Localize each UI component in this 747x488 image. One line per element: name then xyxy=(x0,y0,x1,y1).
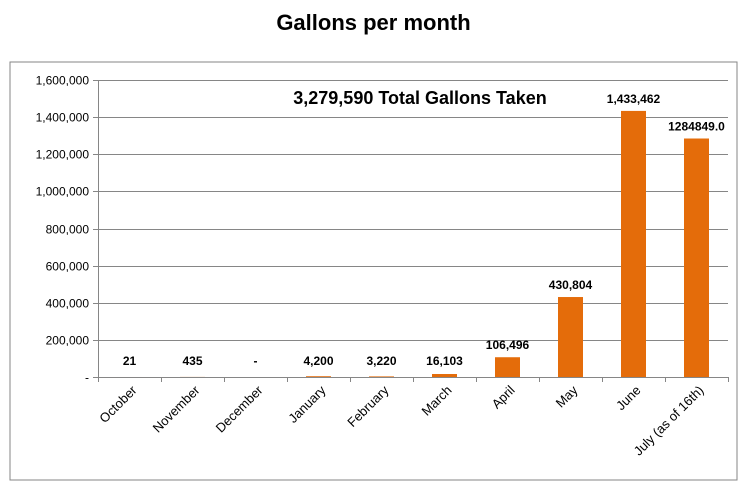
y-tick-label: 1,200,000 xyxy=(36,148,90,162)
bar xyxy=(495,357,520,377)
bar xyxy=(432,374,457,377)
data-label: 3,220 xyxy=(366,354,396,368)
data-label: 21 xyxy=(123,354,137,368)
chart-title: Gallons per month xyxy=(276,10,471,35)
bar xyxy=(684,138,709,377)
x-category-label: December xyxy=(213,382,266,435)
y-tick-label: 600,000 xyxy=(46,260,90,274)
data-label: 1284849.0 xyxy=(668,119,725,133)
data-label: 16,103 xyxy=(426,354,463,368)
y-tick-label: 800,000 xyxy=(46,223,90,237)
x-category-label: November xyxy=(150,382,203,435)
x-category-label: June xyxy=(613,383,644,414)
bar xyxy=(621,110,646,377)
x-category-label: January xyxy=(285,382,329,426)
x-category-label: February xyxy=(344,382,392,430)
y-tick-label: 1,000,000 xyxy=(36,185,90,199)
bar xyxy=(369,376,394,377)
y-tick-label: 200,000 xyxy=(46,334,90,348)
data-label: 106,496 xyxy=(486,338,530,352)
x-category-label: May xyxy=(553,382,581,410)
bar xyxy=(558,297,583,377)
data-label: 4,200 xyxy=(303,354,333,368)
y-tick-label: 1,600,000 xyxy=(36,74,90,88)
x-category-label: April xyxy=(489,382,518,411)
data-label: 1,433,462 xyxy=(607,92,661,106)
y-tick-label: 400,000 xyxy=(46,297,90,311)
data-label: - xyxy=(254,354,258,368)
x-category-label: March xyxy=(418,383,454,419)
chart-frame xyxy=(9,61,738,481)
data-label: 430,804 xyxy=(549,278,593,292)
total-annotation: 3,279,590 Total Gallons Taken xyxy=(293,88,546,108)
bar xyxy=(306,376,331,377)
data-label: 435 xyxy=(182,354,202,368)
y-tick-label: - xyxy=(85,371,89,385)
y-tick-label: 1,400,000 xyxy=(36,111,90,125)
x-category-label: October xyxy=(96,382,140,426)
